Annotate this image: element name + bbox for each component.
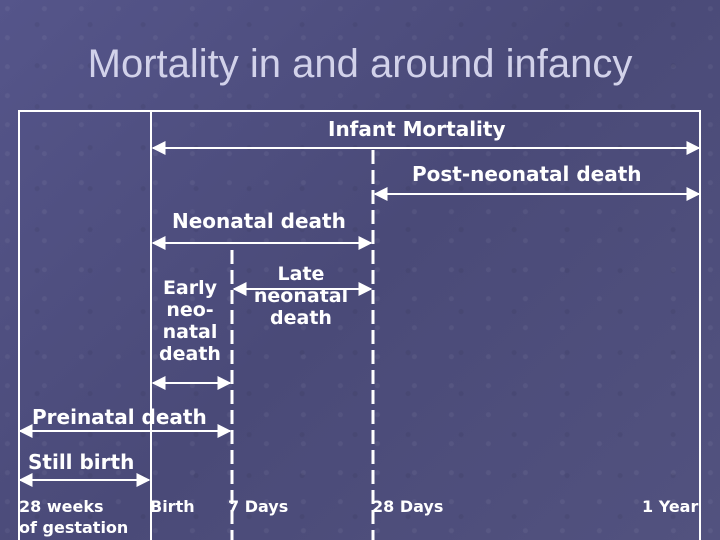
twenty-eight-days-tick-label: 28 Days xyxy=(372,497,444,516)
birth-tick-label: Birth xyxy=(150,497,195,516)
one-year-tick-label: 1 Year xyxy=(642,497,699,516)
diagram-frame xyxy=(18,110,701,540)
late-neonatal-label: Late neonatal death xyxy=(253,263,349,329)
gestation-28-weeks-label: 28 weeks xyxy=(19,497,104,516)
preinatal-label: Preinatal death xyxy=(32,405,207,429)
post-neonatal-label: Post-neonatal death xyxy=(412,162,642,186)
infant-mortality-label: Infant Mortality xyxy=(328,117,506,141)
early-neonatal-label: Early neo-natal death xyxy=(159,277,221,365)
still-birth-label: Still birth xyxy=(28,450,135,474)
seven-days-tick-label: 7 Days xyxy=(228,497,289,516)
of-gestation-label: of gestation xyxy=(19,518,129,537)
slide-title: Mortality in and around infancy xyxy=(87,42,633,86)
neonatal-label: Neonatal death xyxy=(172,209,346,233)
